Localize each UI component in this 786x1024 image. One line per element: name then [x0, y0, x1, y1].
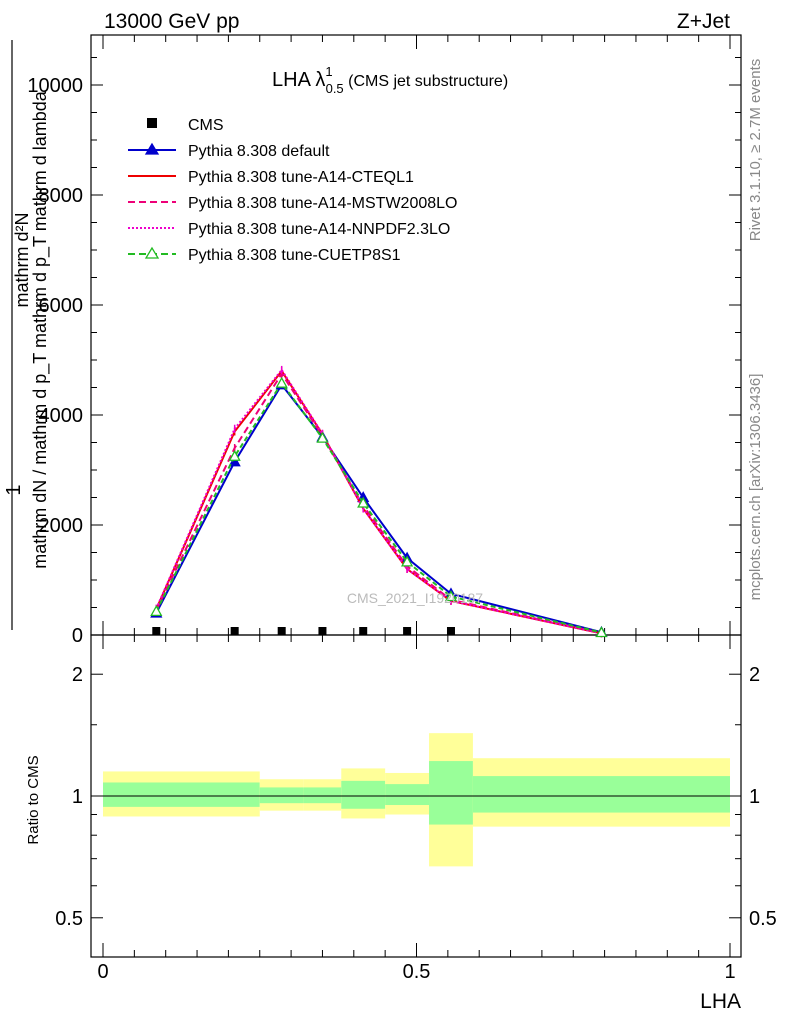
series-marker: [275, 376, 288, 388]
series-line-3: [155, 368, 602, 635]
ratio-band-green-2: [303, 787, 342, 804]
legend: CMS Pythia 8.308 default Pythia 8.308 tune…: [128, 117, 457, 264]
ratio-band-green-0: [103, 782, 260, 807]
x-tick-label: 0.5: [403, 961, 431, 983]
series-line-2: [155, 371, 602, 635]
header-right: Z+Jet: [677, 10, 730, 33]
series-marker: [357, 496, 370, 508]
cms-data-point: [403, 627, 412, 635]
main-y-tick-label: 0: [72, 625, 83, 647]
legend-label: Pythia 8.308 tune-CUETP8S1: [188, 247, 401, 264]
title-main: LHA λ: [272, 69, 325, 91]
series-marker: [316, 431, 329, 443]
series-lines: [150, 365, 608, 638]
y-label-numerator: mathrm d²N: [12, 212, 32, 307]
ratio-y-tick-label-right: 1: [749, 786, 760, 808]
ratio-y-axis-label: Ratio to CMS: [25, 755, 42, 844]
cms-data-point: [318, 627, 327, 635]
x-ticks: 0 0.5 1: [97, 35, 736, 983]
rivet-version-label: Rivet 3.1.10, ≥ 2.7M events: [747, 59, 764, 242]
series-marker: [444, 590, 458, 602]
main-y-ticks: 0 2000 4000 6000 8000 10000: [27, 57, 741, 647]
series-marker: [228, 449, 241, 461]
main-y-tick-label: 6000: [39, 295, 84, 317]
analysis-watermark: CMS_2021_I1920187: [347, 590, 483, 606]
legend-label: Pythia 8.308 tune-A14-CTEQL1: [188, 169, 414, 186]
legend-marker-triangle: [144, 142, 160, 155]
legend-marker-triangle: [144, 246, 160, 259]
ratio-y-tick-label-left: 0.5: [55, 908, 83, 930]
series-marker: [595, 626, 608, 638]
cms-data-point: [446, 627, 455, 635]
main-y-axis-label: mathrm d²N 1 mathrm dN / mathrm d p_T ma…: [3, 40, 51, 630]
x-tick-label: 0: [97, 961, 108, 983]
x-axis-label: LHA: [700, 990, 741, 1013]
main-y-tick-label: 2000: [39, 515, 84, 537]
cms-data-point: [277, 627, 286, 635]
y-label-line1: 1: [3, 484, 25, 495]
header-left: 13000 GeV pp: [104, 10, 239, 33]
cms-data-point: [152, 627, 161, 635]
legend-label: Pythia 8.308 tune-A14-MSTW2008LO: [188, 195, 457, 212]
main-y-tick-label: 8000: [39, 185, 84, 207]
series-line-4: [155, 381, 602, 634]
series-marker: [400, 555, 414, 567]
title-sup: 1: [325, 64, 332, 79]
legend-label: Pythia 8.308 tune-A14-NNPDF2.3LO: [188, 221, 450, 238]
ratio-band-green-6: [472, 776, 730, 813]
title-suffix: (CMS jet substructure): [344, 73, 508, 90]
ratio-bands: [103, 733, 730, 867]
legend-marker-square: [147, 118, 157, 128]
legend-label: CMS: [188, 117, 224, 134]
y-label-line2: mathrm dN / mathrm d p_T mathrm d p_T ma…: [30, 90, 51, 568]
main-y-tick-label: 4000: [39, 405, 84, 427]
ratio-y-tick-label-right: 2: [749, 664, 760, 686]
ratio-band-green-5: [429, 761, 473, 825]
mcplots-label: mcplots.cern.ch [arXiv:1306.3436]: [747, 374, 764, 601]
legend-label: Pythia 8.308 default: [188, 143, 330, 160]
title-sub: 0.5: [326, 81, 344, 96]
x-tick-label: 1: [724, 961, 735, 983]
ratio-y-tick-label-right: 0.5: [749, 908, 777, 930]
cms-data-point: [359, 627, 368, 635]
main-y-tick-label: 10000: [27, 75, 83, 97]
ratio-y-ticks: 0.5 0.5 1 1 2 2: [55, 664, 777, 930]
cms-data-point: [230, 627, 239, 635]
series-marker: [150, 605, 163, 616]
ratio-band-green-3: [341, 780, 386, 809]
ratio-y-tick-label-left: 1: [72, 786, 83, 808]
cms-data-points: [152, 627, 455, 635]
ratio-band-green-1: [259, 787, 304, 804]
ratio-y-tick-label-left: 2: [72, 664, 83, 686]
ratio-band-green-4: [385, 784, 430, 806]
series-line-0: [155, 382, 602, 634]
plot-title: LHA λ1 0.5 (CMS jet substructure): [272, 64, 508, 96]
